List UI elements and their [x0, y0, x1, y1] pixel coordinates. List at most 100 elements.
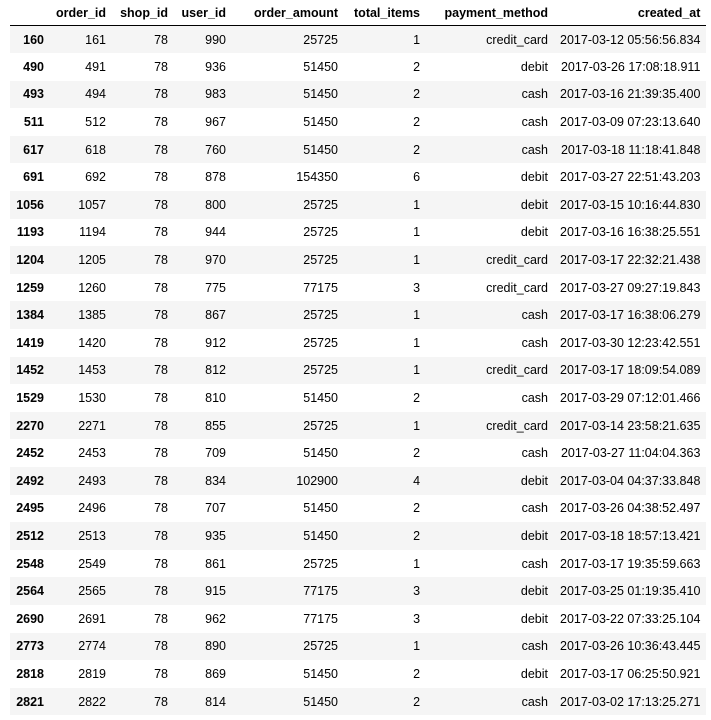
- cell-order-amount: 51450: [303, 446, 339, 461]
- table-row: 2773 2774 78 890 25725 1 cash 2017-03-26 10:36:…: [10, 632, 707, 661]
- cell-order-id: 2271: [78, 418, 107, 433]
- cell-order-amount: 25725: [303, 197, 339, 212]
- cell-total-items: 1: [413, 335, 421, 350]
- cell-order-id: 618: [85, 142, 107, 157]
- cell-total-items: 4: [413, 473, 421, 488]
- cell-shop-id: 78: [154, 391, 169, 406]
- row-index: 2690: [16, 611, 44, 626]
- cell-payment-method: debit: [520, 611, 549, 626]
- cell-shop-id: 78: [154, 446, 169, 461]
- cell-order-amount: 25725: [303, 308, 339, 323]
- cell-user-id: 936: [205, 59, 227, 74]
- column-header-shop-id: shop_id: [112, 0, 175, 26]
- cell-payment-method: cash: [521, 335, 549, 350]
- row-index: 1193: [16, 225, 44, 240]
- cell-payment-method: debit: [520, 59, 549, 74]
- cell-payment-method: debit: [520, 584, 549, 599]
- cell-created-at: 2017-03-17 19:35:59.663: [560, 556, 701, 571]
- cell-shop-id: 78: [154, 87, 169, 102]
- cell-created-at: 2017-03-26 17:08:18.911: [560, 59, 701, 74]
- cell-payment-method: debit: [520, 170, 549, 185]
- cell-total-items: 3: [413, 611, 421, 626]
- cell-total-items: 6: [413, 170, 421, 185]
- cell-order-amount: 51450: [303, 528, 339, 543]
- cell-order-amount: 25725: [303, 363, 339, 378]
- table-row: 617 618 78 760 51450 2 cash 2017-03-18 11:18:41…: [10, 135, 707, 164]
- cell-order-id: 2513: [78, 528, 107, 543]
- cell-order-amount: 102900: [296, 473, 339, 488]
- cell-created-at: 2017-03-16 21:39:35.400: [560, 87, 701, 102]
- table-row: 2512 2513 78 935 51450 2 debit 2017-03-18 18:57…: [10, 522, 707, 550]
- cell-order-amount: 25725: [303, 225, 339, 240]
- cell-payment-method: cash: [521, 115, 549, 130]
- cell-order-amount: 51450: [303, 501, 339, 516]
- table-row: 2452 2453 78 709 51450 2 cash 2017-03-27 11:04:…: [10, 439, 706, 467]
- cell-shop-id: 78: [154, 335, 169, 350]
- row-index: 2492: [16, 473, 44, 488]
- cell-user-id: 834: [205, 473, 227, 488]
- table-row: 2492 2493 78 834 102900 4 debit 2017-03-04 04:3…: [10, 467, 707, 495]
- column-header-user-id: user_id: [174, 0, 233, 26]
- cell-payment-method: cash: [521, 556, 549, 571]
- table-row: 1193 1194 78 944 25725 1 debit 2017-03-16 16:38…: [10, 219, 706, 247]
- row-index: 2452: [16, 446, 44, 461]
- cell-order-id: 1530: [78, 391, 107, 406]
- cell-user-id: 814: [205, 694, 227, 709]
- row-index: 2548: [16, 556, 44, 571]
- row-index: 2773: [16, 639, 44, 654]
- cell-created-at: 2017-03-04 04:37:33.848: [560, 473, 701, 488]
- row-index: 2512: [16, 528, 44, 543]
- cell-payment-method: cash: [521, 639, 549, 654]
- cell-created-at: 2017-03-26 04:38:52.497: [560, 501, 701, 516]
- row-index: 1452: [16, 363, 44, 378]
- cell-order-amount: 25725: [303, 556, 339, 571]
- cell-shop-id: 78: [154, 528, 169, 543]
- cell-total-items: 3: [413, 584, 421, 599]
- cell-payment-method: credit_card: [486, 32, 549, 47]
- cell-order-id: 1057: [78, 197, 107, 212]
- cell-user-id: 967: [205, 115, 227, 130]
- row-index: 1529: [16, 391, 44, 406]
- cell-total-items: 2: [413, 446, 421, 461]
- cell-user-id: 855: [205, 418, 227, 433]
- cell-total-items: 2: [413, 694, 421, 709]
- table-row: 691 692 78 878 154350 6 debit 2017-03-27 22:51:…: [10, 163, 706, 191]
- row-index: 1204: [16, 253, 44, 268]
- cell-user-id: 944: [205, 225, 227, 240]
- column-header-created-at: created_at: [554, 0, 707, 26]
- table-row: 1384 1385 78 867 25725 1 cash 2017-03-17 16:38:…: [10, 301, 707, 330]
- cell-created-at: 2017-03-26 10:36:43.445: [560, 639, 701, 654]
- cell-order-id: 2453: [78, 446, 107, 461]
- cell-created-at: 2017-03-09 07:23:13.640: [560, 115, 701, 130]
- column-header-total-items: total_items: [344, 0, 427, 26]
- cell-order-id: 2565: [78, 584, 107, 599]
- cell-payment-method: debit: [520, 528, 549, 543]
- cell-total-items: 2: [413, 501, 421, 516]
- cell-payment-method: cash: [521, 694, 549, 709]
- cell-created-at: 2017-03-18 11:18:41.848: [560, 142, 701, 157]
- cell-payment-method: debit: [520, 225, 549, 240]
- row-index: 617: [23, 142, 44, 157]
- cell-user-id: 812: [205, 363, 227, 378]
- row-index: 1259: [16, 280, 44, 295]
- cell-total-items: 1: [413, 639, 421, 654]
- cell-payment-method: credit_card: [486, 280, 549, 295]
- row-index: 493: [23, 87, 44, 102]
- cell-user-id: 983: [205, 87, 227, 102]
- cell-order-id: 2549: [78, 556, 107, 571]
- cell-payment-method: debit: [520, 473, 549, 488]
- cell-user-id: 861: [205, 556, 227, 571]
- table-row: 1056 1057 78 800 25725 1 debit 2017-03-15 10:16…: [10, 191, 707, 219]
- cell-total-items: 2: [413, 87, 421, 102]
- row-index: 2270: [16, 418, 44, 433]
- cell-order-id: 2819: [78, 666, 107, 681]
- cell-total-items: 1: [413, 253, 421, 268]
- row-index: 2495: [16, 501, 44, 516]
- cell-user-id: 707: [205, 501, 227, 516]
- cell-total-items: 1: [413, 225, 421, 240]
- row-index: 2821: [16, 694, 44, 709]
- table-header: order_id shop_id user_id order_amount to…: [10, 0, 707, 26]
- table-row: 1259 1260 78 775 77175 3 credit_card 2017-03-27…: [10, 274, 706, 302]
- cell-user-id: 800: [205, 197, 227, 212]
- cell-shop-id: 78: [154, 225, 169, 240]
